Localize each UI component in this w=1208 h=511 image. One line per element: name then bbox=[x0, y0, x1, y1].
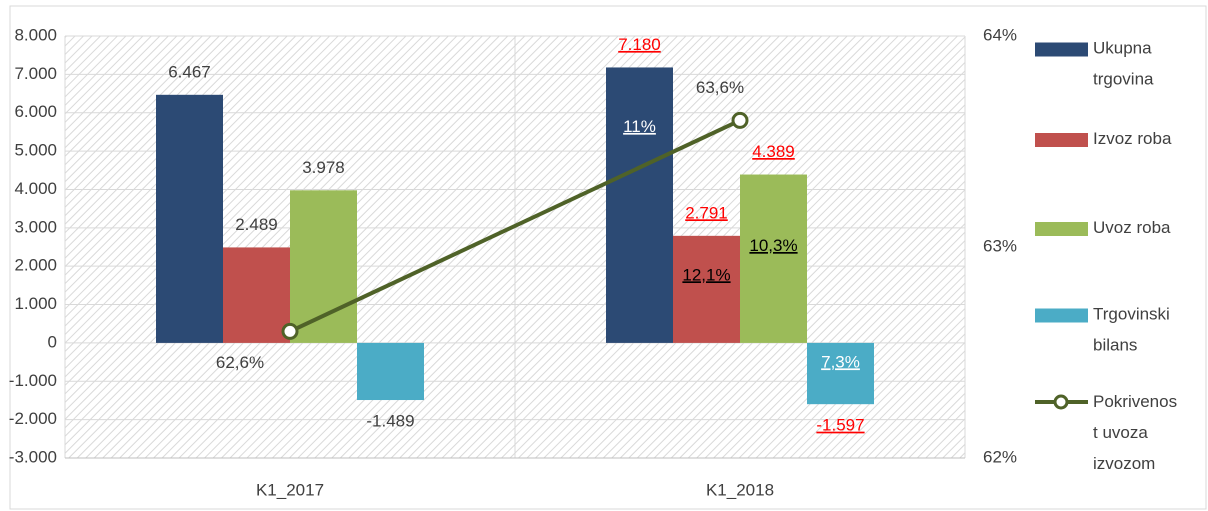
bar bbox=[156, 94, 223, 343]
x-tick-label: K1_2017 bbox=[256, 480, 324, 499]
y-tick-label: 5.000 bbox=[14, 141, 57, 160]
bar bbox=[673, 235, 740, 343]
y2-tick-label: 64% bbox=[983, 25, 1017, 44]
value-label: -1.489 bbox=[366, 412, 414, 431]
value-label: 6.467 bbox=[168, 62, 211, 81]
bar-note: 11% bbox=[623, 117, 656, 136]
legend-label: Ukupna trgovina bbox=[1093, 39, 1154, 89]
bar-note: 10,3% bbox=[749, 236, 797, 255]
legend-label: Uvoz roba bbox=[1093, 218, 1171, 237]
y2-tick-label: 63% bbox=[983, 236, 1017, 255]
legend-swatch bbox=[1035, 308, 1088, 323]
legend-swatch-marker bbox=[1053, 394, 1069, 410]
line-marker bbox=[281, 322, 299, 340]
bar-note: 12,1% bbox=[682, 265, 730, 284]
bar bbox=[606, 67, 673, 343]
legend-swatch bbox=[1035, 133, 1088, 147]
legend-swatch bbox=[1035, 222, 1088, 236]
value-label: 4.389 bbox=[752, 142, 795, 161]
y-tick-label: 0 bbox=[48, 332, 57, 351]
legend-label: Pokrivenos t uvoza izvozom bbox=[1093, 392, 1177, 473]
value-label: 2.791 bbox=[685, 203, 728, 222]
line-label: 63,6% bbox=[696, 78, 744, 97]
bar bbox=[223, 247, 290, 343]
chart-border bbox=[9, 5, 1207, 510]
value-label: 2.489 bbox=[235, 215, 278, 234]
value-label: 3.978 bbox=[302, 158, 345, 177]
y2-tick-label: 62% bbox=[983, 447, 1017, 466]
bar bbox=[807, 342, 874, 405]
x-tick-label: K1_2018 bbox=[706, 480, 774, 499]
y-tick-label: -1.000 bbox=[9, 371, 57, 390]
line bbox=[289, 118, 741, 334]
value-label: -1.597 bbox=[816, 416, 864, 435]
line-marker bbox=[731, 111, 749, 129]
bar bbox=[290, 190, 357, 343]
y-tick-label: 4.000 bbox=[14, 179, 57, 198]
legend-label: Trgovinski bilans bbox=[1093, 305, 1170, 355]
y-tick-label: -3.000 bbox=[9, 447, 57, 466]
y-tick-label: 3.000 bbox=[14, 217, 57, 236]
y-tick-label: 1.000 bbox=[14, 294, 57, 313]
bar-note: 7,3% bbox=[821, 352, 860, 371]
y-tick-label: 2.000 bbox=[14, 256, 57, 275]
line-label: 62,6% bbox=[216, 353, 264, 372]
y-tick-label: 8.000 bbox=[14, 25, 57, 44]
y-tick-label: -2.000 bbox=[9, 409, 57, 428]
bar bbox=[740, 174, 807, 343]
value-label: 7.180 bbox=[618, 35, 661, 54]
legend-swatch bbox=[1035, 42, 1088, 57]
legend-label: Izvoz roba bbox=[1093, 129, 1172, 148]
y-tick-label: 7.000 bbox=[14, 64, 57, 83]
bar bbox=[357, 342, 424, 401]
y-tick-label: 6.000 bbox=[14, 102, 57, 121]
